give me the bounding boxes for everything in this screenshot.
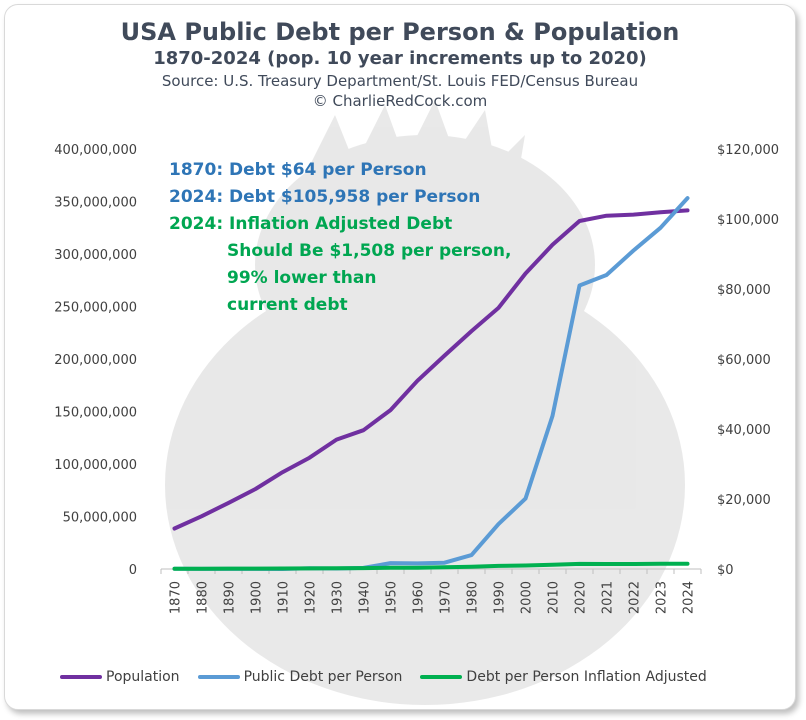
series-line-debt-per-person-inflation-adjusted xyxy=(172,561,690,571)
right-tick-label: $120,000 xyxy=(717,143,779,158)
legend-item-public-debt: Public Debt per Person xyxy=(197,669,403,685)
legend-label-inflation-adjusted: Debt per Person Inflation Adjusted xyxy=(466,669,707,685)
left-tick-label: 0 xyxy=(129,563,137,578)
legend-swatch-public-debt xyxy=(197,675,240,679)
left-y-axis: 0 50,000,000 100,000,000 150,000,000 200,000… xyxy=(54,143,137,578)
chart-subtitle: 1870-2024 (pop. 10 year increments up to… xyxy=(153,48,647,69)
x-tick-label: 1930 xyxy=(331,581,346,614)
left-tick-label: 200,000,000 xyxy=(54,353,137,368)
x-tick-label: 2024 xyxy=(682,581,697,614)
right-tick-label: $40,000 xyxy=(717,423,771,438)
left-tick-label: 100,000,000 xyxy=(54,458,137,473)
x-tick-label: 2020 xyxy=(574,581,589,614)
annotation-line: 99% lower than xyxy=(227,268,376,288)
title-block: USA Public Debt per Person & Population … xyxy=(5,17,795,111)
chart-frame: USA Public Debt per Person & Population … xyxy=(4,4,796,710)
x-tick-label: 2023 xyxy=(655,581,670,614)
x-tick-label: 2010 xyxy=(547,581,562,614)
series-lines xyxy=(172,196,690,571)
x-tick-label: 1940 xyxy=(358,581,373,614)
right-tick-label: $60,000 xyxy=(717,353,771,368)
x-tick-label: 1950 xyxy=(385,581,400,614)
x-tick-label: 1980 xyxy=(466,581,481,614)
x-tick-label: 2022 xyxy=(628,581,643,614)
line-chart: 0 50,000,000 100,000,000 150,000,000 200,000… xyxy=(54,100,779,705)
x-axis: 1870 1880 1890 1900 1910 1920 1930 1940 1950 1960… xyxy=(160,569,702,614)
left-tick-label: 400,000,000 xyxy=(54,143,137,158)
left-tick-label: 300,000,000 xyxy=(54,248,137,263)
x-tick-label: 1960 xyxy=(412,581,427,614)
annotation-line: Should Be $1,508 per person, xyxy=(227,241,511,261)
legend-label-population: Population xyxy=(106,669,180,685)
chart-source: Source: U.S. Treasury Department/St. Lou… xyxy=(161,72,639,90)
legend: Population Public Debt per Person Debt p… xyxy=(60,669,707,685)
legend-swatch-population xyxy=(60,675,102,679)
rooster-watermark xyxy=(165,100,685,705)
right-tick-label: $100,000 xyxy=(717,213,779,228)
left-tick-label: 350,000,000 xyxy=(54,196,137,211)
chart-copyright: © CharlieRedCock.com xyxy=(312,92,488,110)
x-tick-label: 1880 xyxy=(196,581,211,614)
left-tick-label: 50,000,000 xyxy=(63,511,137,526)
right-tick-label: $80,000 xyxy=(717,283,771,298)
right-tick-label: $0 xyxy=(717,563,734,578)
right-tick-label: $20,000 xyxy=(717,493,771,508)
left-tick-label: 150,000,000 xyxy=(54,406,137,421)
x-tick-label: 1970 xyxy=(439,581,454,614)
x-tick-label: 1920 xyxy=(304,581,319,614)
x-tick-label: 1990 xyxy=(493,581,508,614)
x-tick-label: 2000 xyxy=(520,581,535,614)
series-line-population xyxy=(172,208,690,531)
x-tick-label: 1890 xyxy=(223,581,238,614)
legend-swatch-inflation-adjusted xyxy=(420,675,463,679)
left-tick-label: 250,000,000 xyxy=(54,301,137,316)
annotation-block: 1870: Debt $64 per Person 2024: Debt $105… xyxy=(169,160,511,315)
annotation-line: current debt xyxy=(227,295,348,315)
right-y-axis: $0 $20,000 $40,000 $60,000 $80,000 $100,000 $1… xyxy=(717,143,779,578)
annotation-line: 2024: Debt $105,958 per Person xyxy=(169,187,480,207)
x-tick-label: 1910 xyxy=(277,581,292,614)
annotation-line: 1870: Debt $64 per Person xyxy=(169,160,427,180)
legend-label-public-debt: Public Debt per Person xyxy=(243,669,403,685)
annotation-line: 2024: Inflation Adjusted Debt xyxy=(169,214,452,234)
legend-item-population: Population xyxy=(60,669,180,685)
x-tick-label: 2021 xyxy=(601,581,616,614)
x-tick-label: 1870 xyxy=(169,581,184,614)
x-tick-label: 1900 xyxy=(250,581,265,614)
chart-title: USA Public Debt per Person & Population xyxy=(120,18,680,46)
legend-item-inflation-adjusted: Debt per Person Inflation Adjusted xyxy=(420,669,707,685)
